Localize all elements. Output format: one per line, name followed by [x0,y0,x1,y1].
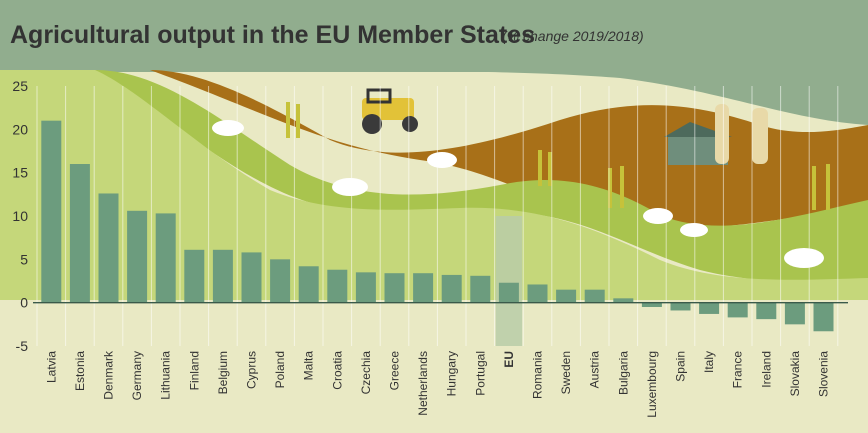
bar-germany [127,210,148,303]
bar-greece [384,273,405,303]
x-tick-label: Sweden [559,351,573,394]
bar-finland [184,249,205,303]
bar-netherlands [413,273,434,303]
bar-cyprus [241,252,262,303]
bar-poland [270,259,291,303]
y-tick-label: 5 [20,251,28,267]
x-tick-label: France [731,351,745,389]
x-tick-label: Czechia [359,351,373,395]
y-tick-label: 10 [12,208,28,224]
bar-spain [670,302,691,311]
y-tick-label: 20 [12,121,28,137]
bar-italy [699,302,720,314]
bar-czechia [355,272,376,303]
bar-ireland [756,302,777,320]
sky-band [0,70,868,125]
x-tick-label: Hungary [445,351,459,396]
light-field-hill [0,70,868,300]
bar-austria [584,289,605,303]
bar-slovakia [784,302,805,325]
x-axis-ticks: Latvia Estonia Denmark Germany Lithuania Finl… [44,350,830,418]
x-tick-label: Belgium [216,351,230,394]
y-tick-label: 15 [12,165,28,181]
bar-france [727,302,748,318]
bar-bulgaria [613,298,634,303]
farm-house-icon [664,104,768,165]
bar-hungary [441,274,462,303]
bar-eu [498,282,519,303]
x-tick-label: Italy [702,351,716,373]
bar-portugal [470,275,491,303]
x-tick-label: Romania [531,351,545,399]
y-tick-label: 0 [20,295,28,311]
x-tick-label: Croatia [330,351,344,390]
y-tick-label: 25 [12,78,28,94]
eu-highlight-band [495,216,523,346]
x-tick-label: EU [502,351,516,368]
x-tick-label: Lithuania [159,351,173,400]
x-tick-label: Bulgaria [616,351,630,395]
x-tick-label: Austria [588,351,602,389]
x-tick-label: Portugal [473,351,487,396]
y-tick-label: -5 [16,338,29,354]
eu-band [495,216,523,346]
x-tick-label: Estonia [73,351,87,391]
brown-field-hill [150,70,868,228]
x-tick-label: Latvia [44,351,58,383]
x-tick-label: Malta [302,351,316,381]
x-tick-label: Slovakia [788,351,802,397]
x-tick-label: Poland [273,351,287,388]
bar-estonia [69,164,90,303]
bar-latvia [41,120,62,303]
bar-luxembourg [641,302,662,307]
x-tick-label: Slovenia [817,351,831,397]
bar-romania [527,284,548,303]
tractor-icon [362,88,418,134]
bar-sweden [556,289,577,303]
x-tick-label: Cyprus [245,351,259,389]
x-tick-label: Luxembourg [645,351,659,418]
chart-title: Agricultural output in the EU Member Sta… [10,21,535,49]
y-axis-ticks: 25 20 15 10 5 0 -5 [12,78,28,354]
x-tick-label: Spain [674,351,688,382]
x-tick-label: Finland [187,351,201,390]
bar-malta [298,266,319,303]
corn-plant-icon [286,102,830,210]
x-tick-label: Ireland [759,351,773,388]
bar-slovenia [813,302,834,332]
green-field-hill [95,70,868,285]
bar-lithuania [155,213,176,303]
x-tick-label: Netherlands [416,351,430,416]
bar-denmark [98,193,119,303]
chart-subtitle: (% change 2019/2018) [502,28,644,44]
x-tick-label: Germany [130,351,144,400]
x-tick-label: Greece [388,351,402,391]
cow-icon [212,120,824,268]
bar-croatia [327,269,348,303]
bars-group [41,120,834,332]
bar-belgium [212,249,233,303]
x-tick-label: Denmark [102,350,116,400]
header-background [0,0,868,72]
landscape-illustration [0,70,868,300]
